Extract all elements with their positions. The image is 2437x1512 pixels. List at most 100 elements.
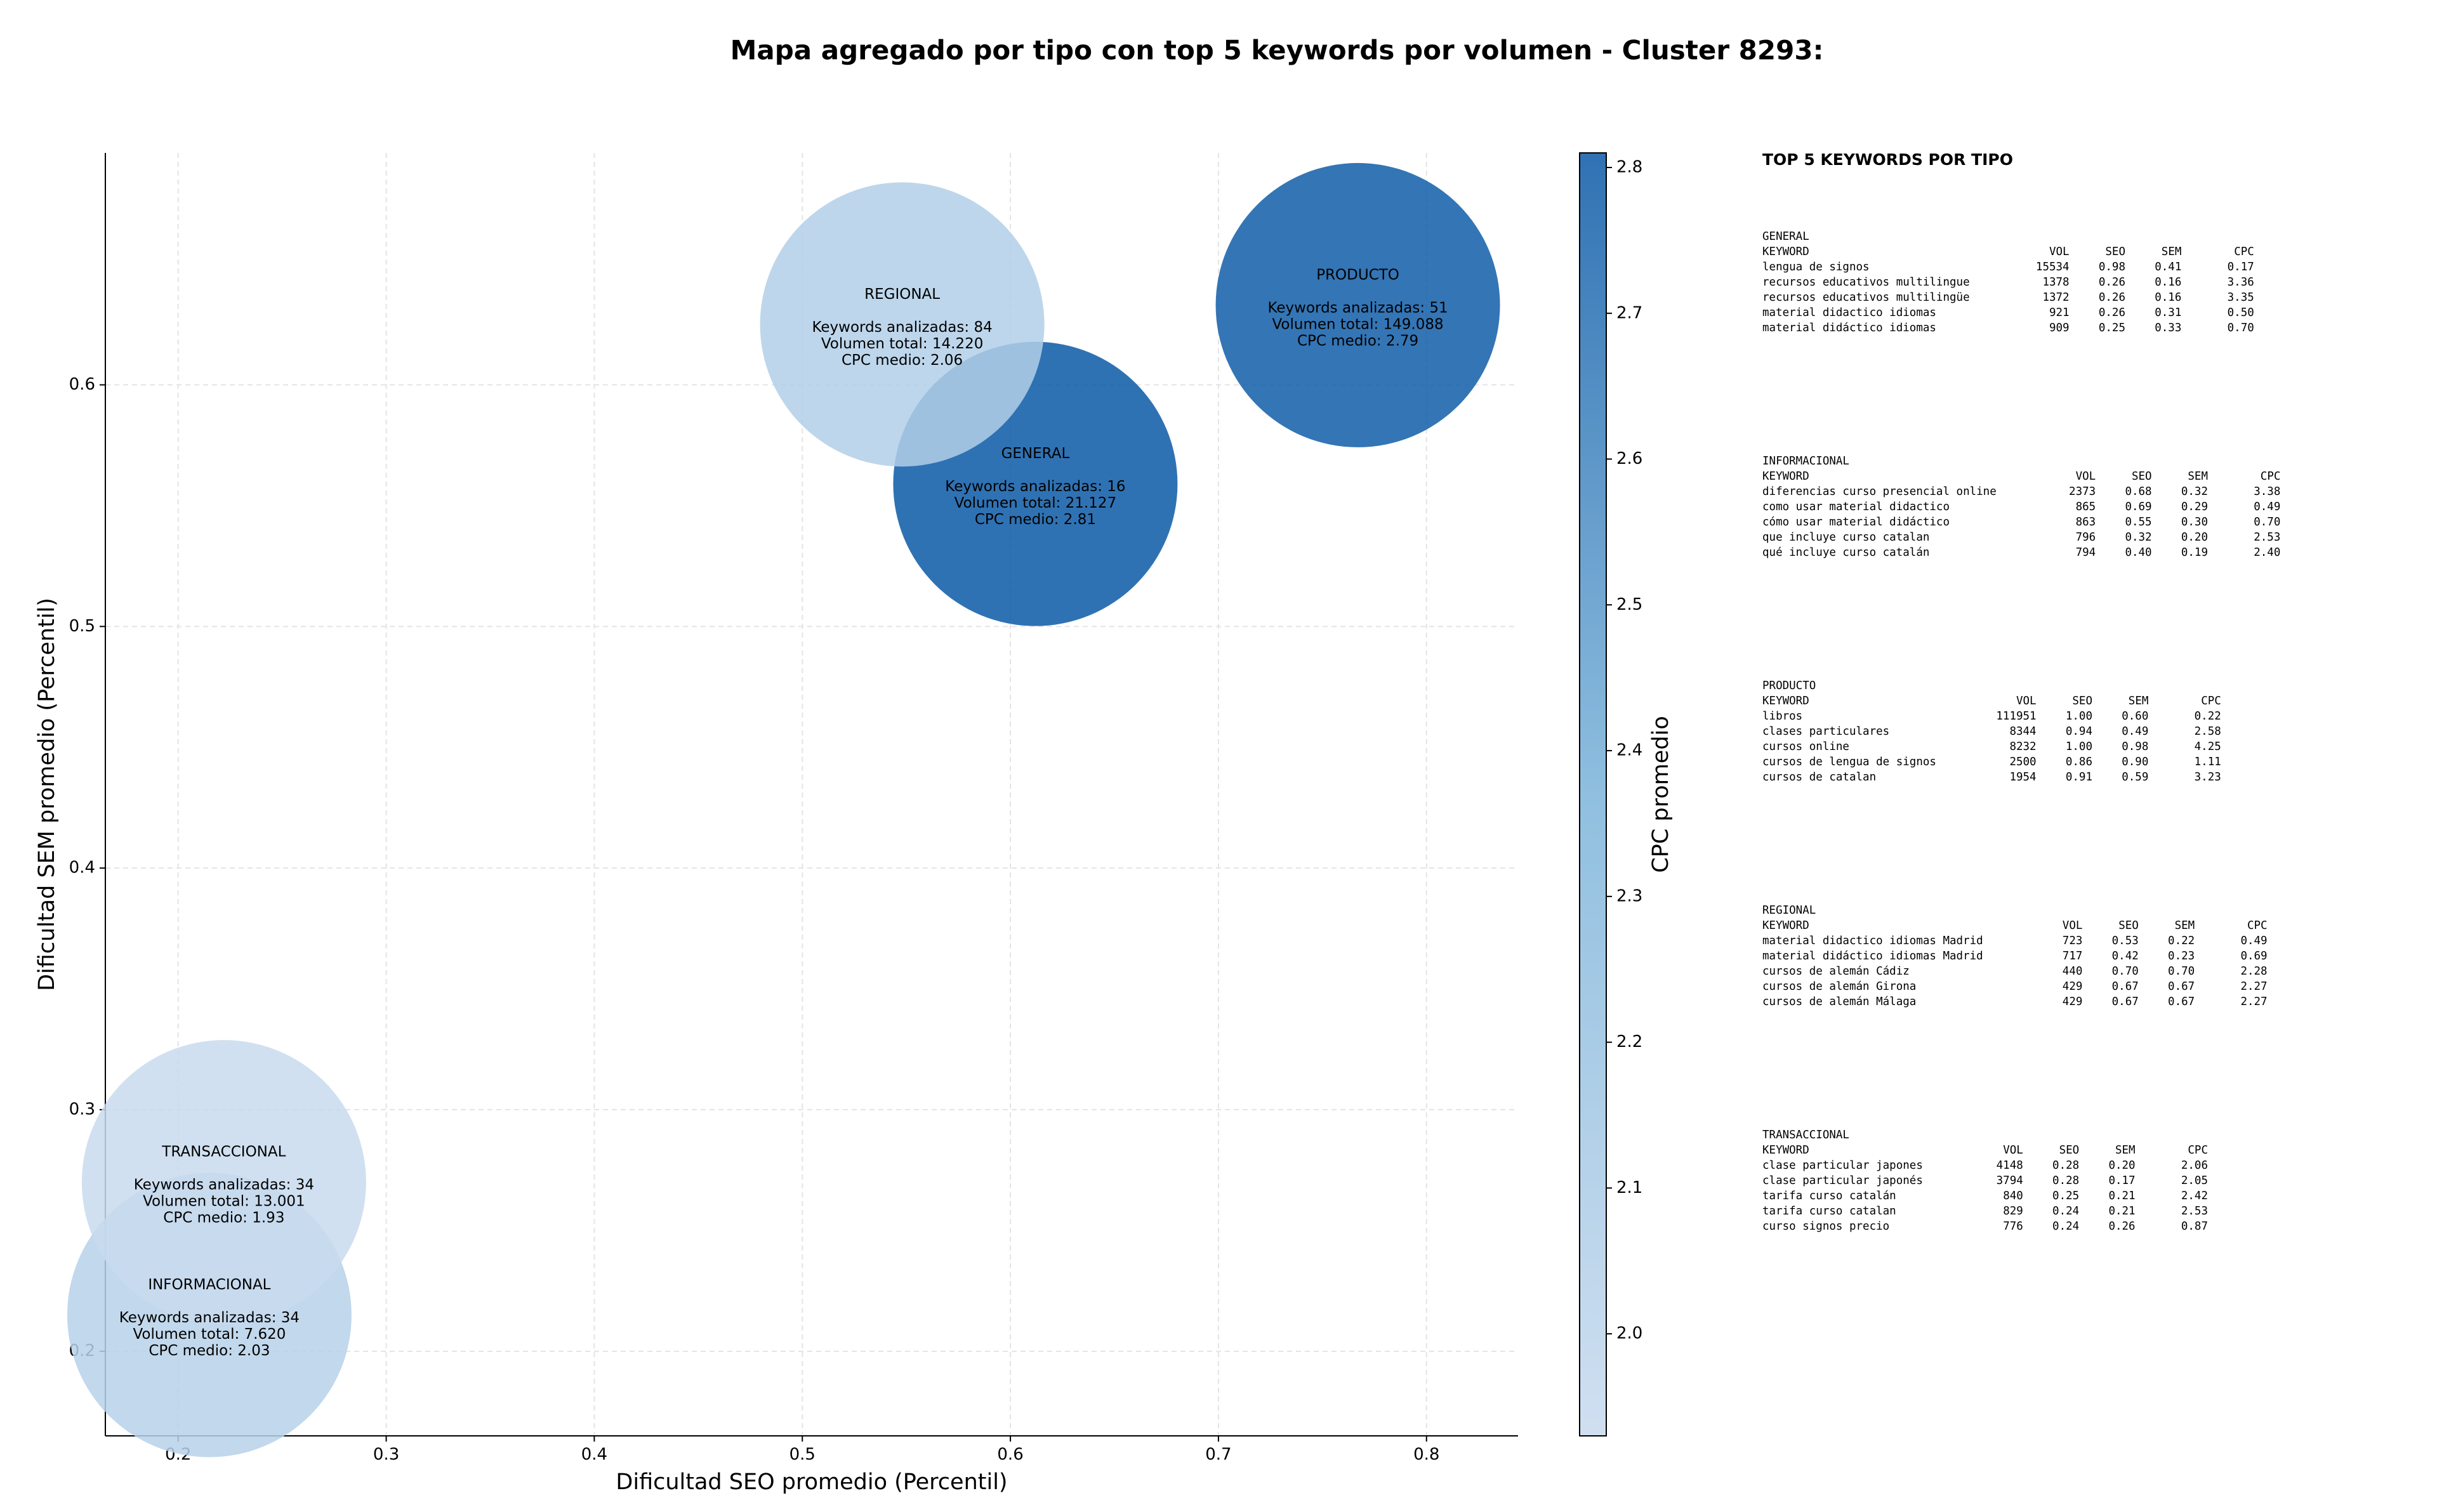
table-cell: 0.22 [2195, 710, 2221, 723]
table-cell: 0.25 [2052, 1190, 2079, 1202]
group-name: INFORMACIONAL [1762, 455, 1849, 468]
table-cell: 0.41 [2155, 261, 2181, 273]
bubble-annotation: CPC medio: 2.03 [149, 1343, 270, 1359]
table-cell: 8232 [2009, 740, 2036, 753]
table-cell: 0.30 [2181, 516, 2208, 529]
table-cell: 2500 [2009, 756, 2036, 768]
table-cell: 1954 [2009, 771, 2036, 784]
table-header-cell: CPC [2234, 246, 2254, 258]
table-cell: 0.49 [2122, 725, 2148, 738]
table-cell: cursos de alemán Cádiz [1762, 965, 1910, 978]
bubble-name: REGIONAL [864, 286, 940, 303]
colorbar-tick-label: 2.3 [1616, 886, 1642, 905]
table-cell: clase particular japonés [1762, 1174, 1923, 1187]
colorbar-tick-label: 2.2 [1616, 1032, 1642, 1051]
table-header-cell: SEM [2162, 246, 2182, 258]
table-cell: material didáctico idiomas [1762, 322, 1936, 334]
table-cell: 0.69 [2125, 501, 2151, 513]
table-cell: qué incluye curso catalán [1762, 546, 1929, 559]
table-header-cell: CPC [2188, 1144, 2208, 1157]
x-tick-label: 0.4 [581, 1445, 607, 1464]
table-cell: 0.26 [2099, 306, 2125, 319]
colorbar [1579, 152, 1607, 1436]
x-tick-label: 0.8 [1413, 1445, 1439, 1464]
bubble-annotation: CPC medio: 2.06 [842, 352, 963, 369]
table-cell: cursos online [1762, 740, 1849, 753]
bubble-annotation: Volumen total: 14.220 [821, 336, 984, 352]
table-cell: 3.36 [2228, 276, 2254, 289]
table-header-cell: SEO [2118, 919, 2139, 932]
table-cell: 0.90 [2122, 756, 2148, 768]
table-cell: 909 [2049, 322, 2070, 334]
x-tick-label: 0.6 [997, 1445, 1023, 1464]
table-cell: clases particulares [1762, 725, 1889, 738]
table-cell: recursos educativos multilingue [1762, 276, 1970, 289]
table-header-cell: SEM [2188, 470, 2208, 483]
bubble-annotation: Volumen total: 21.127 [954, 495, 1117, 511]
y-tick-label: 0.3 [69, 1100, 95, 1119]
table-cell: 0.70 [2228, 322, 2254, 334]
group-name: REGIONAL [1762, 904, 1816, 917]
table-cell: 4148 [1997, 1159, 2023, 1172]
table-cell: 865 [2076, 501, 2096, 513]
table-cell: 8344 [2009, 725, 2036, 738]
table-cell: 0.33 [2155, 322, 2181, 334]
table-cell: diferencias curso presencial online [1762, 485, 1997, 498]
table-cell: 0.21 [2108, 1190, 2135, 1202]
table-cell: 0.32 [2181, 485, 2208, 498]
x-axis-label: Dificultad SEO promedio (Percentil) [616, 1469, 1007, 1495]
table-cell: 0.31 [2155, 306, 2181, 319]
x-tick-label: 0.5 [789, 1445, 816, 1464]
table-cell: cursos de alemán Girona [1762, 980, 1916, 993]
table-cell: 0.26 [2099, 291, 2125, 304]
table-cell: curso signos precio [1762, 1220, 1889, 1233]
table-cell: 0.94 [2066, 725, 2092, 738]
bubble-name: GENERAL [1001, 445, 1070, 462]
table-cell: 0.59 [2122, 771, 2148, 784]
table-cell: 2.40 [2254, 546, 2280, 559]
table-cell: cursos de lengua de signos [1762, 756, 1936, 768]
table-cell: 0.70 [2254, 516, 2280, 529]
y-tick-label: 0.4 [69, 858, 95, 878]
table-cell: 0.49 [2240, 935, 2267, 947]
table-cell: 723 [2063, 935, 2083, 947]
table-cell: 2.28 [2240, 965, 2267, 978]
bubble-name: INFORMACIONAL [148, 1277, 270, 1293]
table-cell: 0.20 [2181, 531, 2208, 544]
table-header-cell: KEYWORD [1762, 246, 1809, 258]
table-header-cell: CPC [2247, 919, 2268, 932]
table-cell: 717 [2063, 950, 2083, 963]
table-cell: 0.25 [2099, 322, 2125, 334]
table-cell: cómo usar material didáctico [1762, 516, 1950, 529]
table-cell: material didactico idiomas [1762, 306, 1936, 319]
bubble [1215, 162, 1500, 447]
table-cell: recursos educativos multilingüe [1762, 291, 1970, 304]
table-cell: 776 [2003, 1220, 2023, 1233]
table-cell: 0.32 [2125, 531, 2151, 544]
y-tick-label: 0.6 [69, 375, 95, 394]
table-cell: tarifa curso catalán [1762, 1190, 1896, 1202]
table-header-cell: KEYWORD [1762, 695, 1809, 707]
bubble-annotation: Keywords analizadas: 84 [812, 319, 992, 336]
table-cell: 0.98 [2099, 261, 2125, 273]
table-cell: 0.16 [2155, 291, 2181, 304]
table-cell: 0.55 [2125, 516, 2151, 529]
group-name: GENERAL [1762, 230, 1809, 243]
table-cell: 0.67 [2168, 996, 2195, 1008]
table-cell: 2.58 [2195, 725, 2221, 738]
table-cell: 0.17 [2108, 1174, 2135, 1187]
colorbar-tick-label: 2.4 [1616, 741, 1642, 760]
table-cell: 0.67 [2112, 996, 2139, 1008]
table-cell: 2.06 [2181, 1159, 2208, 1172]
table-cell: 796 [2076, 531, 2096, 544]
table-cell: 0.28 [2052, 1159, 2079, 1172]
table-cell: cursos de catalan [1762, 771, 1876, 784]
table-cell: 0.68 [2125, 485, 2151, 498]
table-cell: que incluye curso catalan [1762, 531, 1929, 544]
table-cell: 0.16 [2155, 276, 2181, 289]
bubble-annotation: CPC medio: 1.93 [163, 1210, 284, 1226]
table-cell: 0.42 [2112, 950, 2139, 963]
table-cell: como usar material didactico [1762, 501, 1950, 513]
table-cell: 15534 [2036, 261, 2070, 273]
